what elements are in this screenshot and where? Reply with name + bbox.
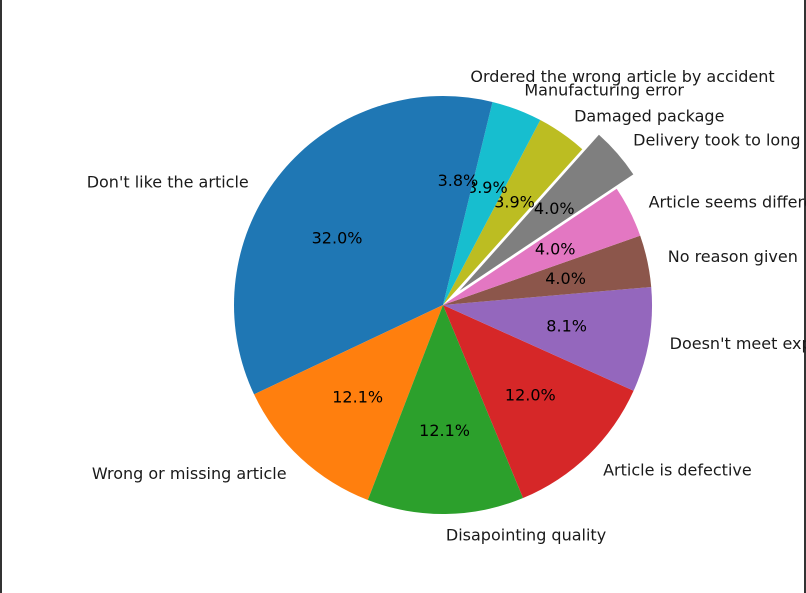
pie-category-label: Ordered the wrong article by accident bbox=[470, 67, 774, 86]
pie-percent-label: 3.9% bbox=[467, 178, 508, 197]
pie-category-label: Wrong or missing article bbox=[92, 464, 287, 483]
pie-percent-label: 4.0% bbox=[535, 239, 576, 258]
pie-slice-manufacturing-error bbox=[443, 101, 541, 305]
pie-percent-label: 12.1% bbox=[332, 387, 383, 406]
pie-percent-label: 8.1% bbox=[546, 316, 587, 335]
pie-category-label: Manufacturing error bbox=[524, 80, 684, 99]
pie-slice-doesn-t-meet-expectations bbox=[443, 286, 652, 391]
pie-slice-don-t-like-the-article bbox=[234, 96, 443, 395]
pie-category-label: Don't like the article bbox=[87, 173, 249, 192]
pie-category-label: No reason given bbox=[668, 247, 798, 266]
pie-slice-disapointing-quality bbox=[367, 305, 524, 514]
pie-percent-label: 12.0% bbox=[505, 385, 556, 404]
pie-percent-label: 4.0% bbox=[534, 199, 575, 218]
pie-category-label: Article is defective bbox=[603, 460, 752, 479]
pie-category-label: Delivery took to long bbox=[633, 130, 800, 149]
pie-slice-article-seems-different-than-online bbox=[443, 188, 641, 305]
pie-percent-label: 3.8% bbox=[438, 171, 479, 190]
pie-slice-no-reason-given bbox=[443, 235, 652, 305]
pie-slice-article-is-defective bbox=[443, 305, 634, 499]
pie-slice-damaged-package bbox=[443, 120, 583, 306]
pie-category-label: Disapointing quality bbox=[446, 525, 606, 544]
pie-slice-wrong-or-missing-article bbox=[254, 305, 443, 501]
pie-slice-ordered-the-wrong-article-by-accident bbox=[443, 96, 493, 305]
pie-slice-delivery-took-to-long bbox=[459, 134, 634, 291]
pie-percent-label: 4.0% bbox=[545, 269, 586, 288]
pie-percent-label: 32.0% bbox=[312, 228, 363, 247]
pie-category-label: Damaged package bbox=[574, 107, 724, 126]
pie-percent-label: 3.9% bbox=[494, 192, 535, 211]
pie-category-label: Doesn't meet expectations bbox=[670, 334, 806, 353]
pie-category-label: Article seems different than online bbox=[649, 193, 806, 212]
pie-percent-label: 12.1% bbox=[419, 421, 470, 440]
